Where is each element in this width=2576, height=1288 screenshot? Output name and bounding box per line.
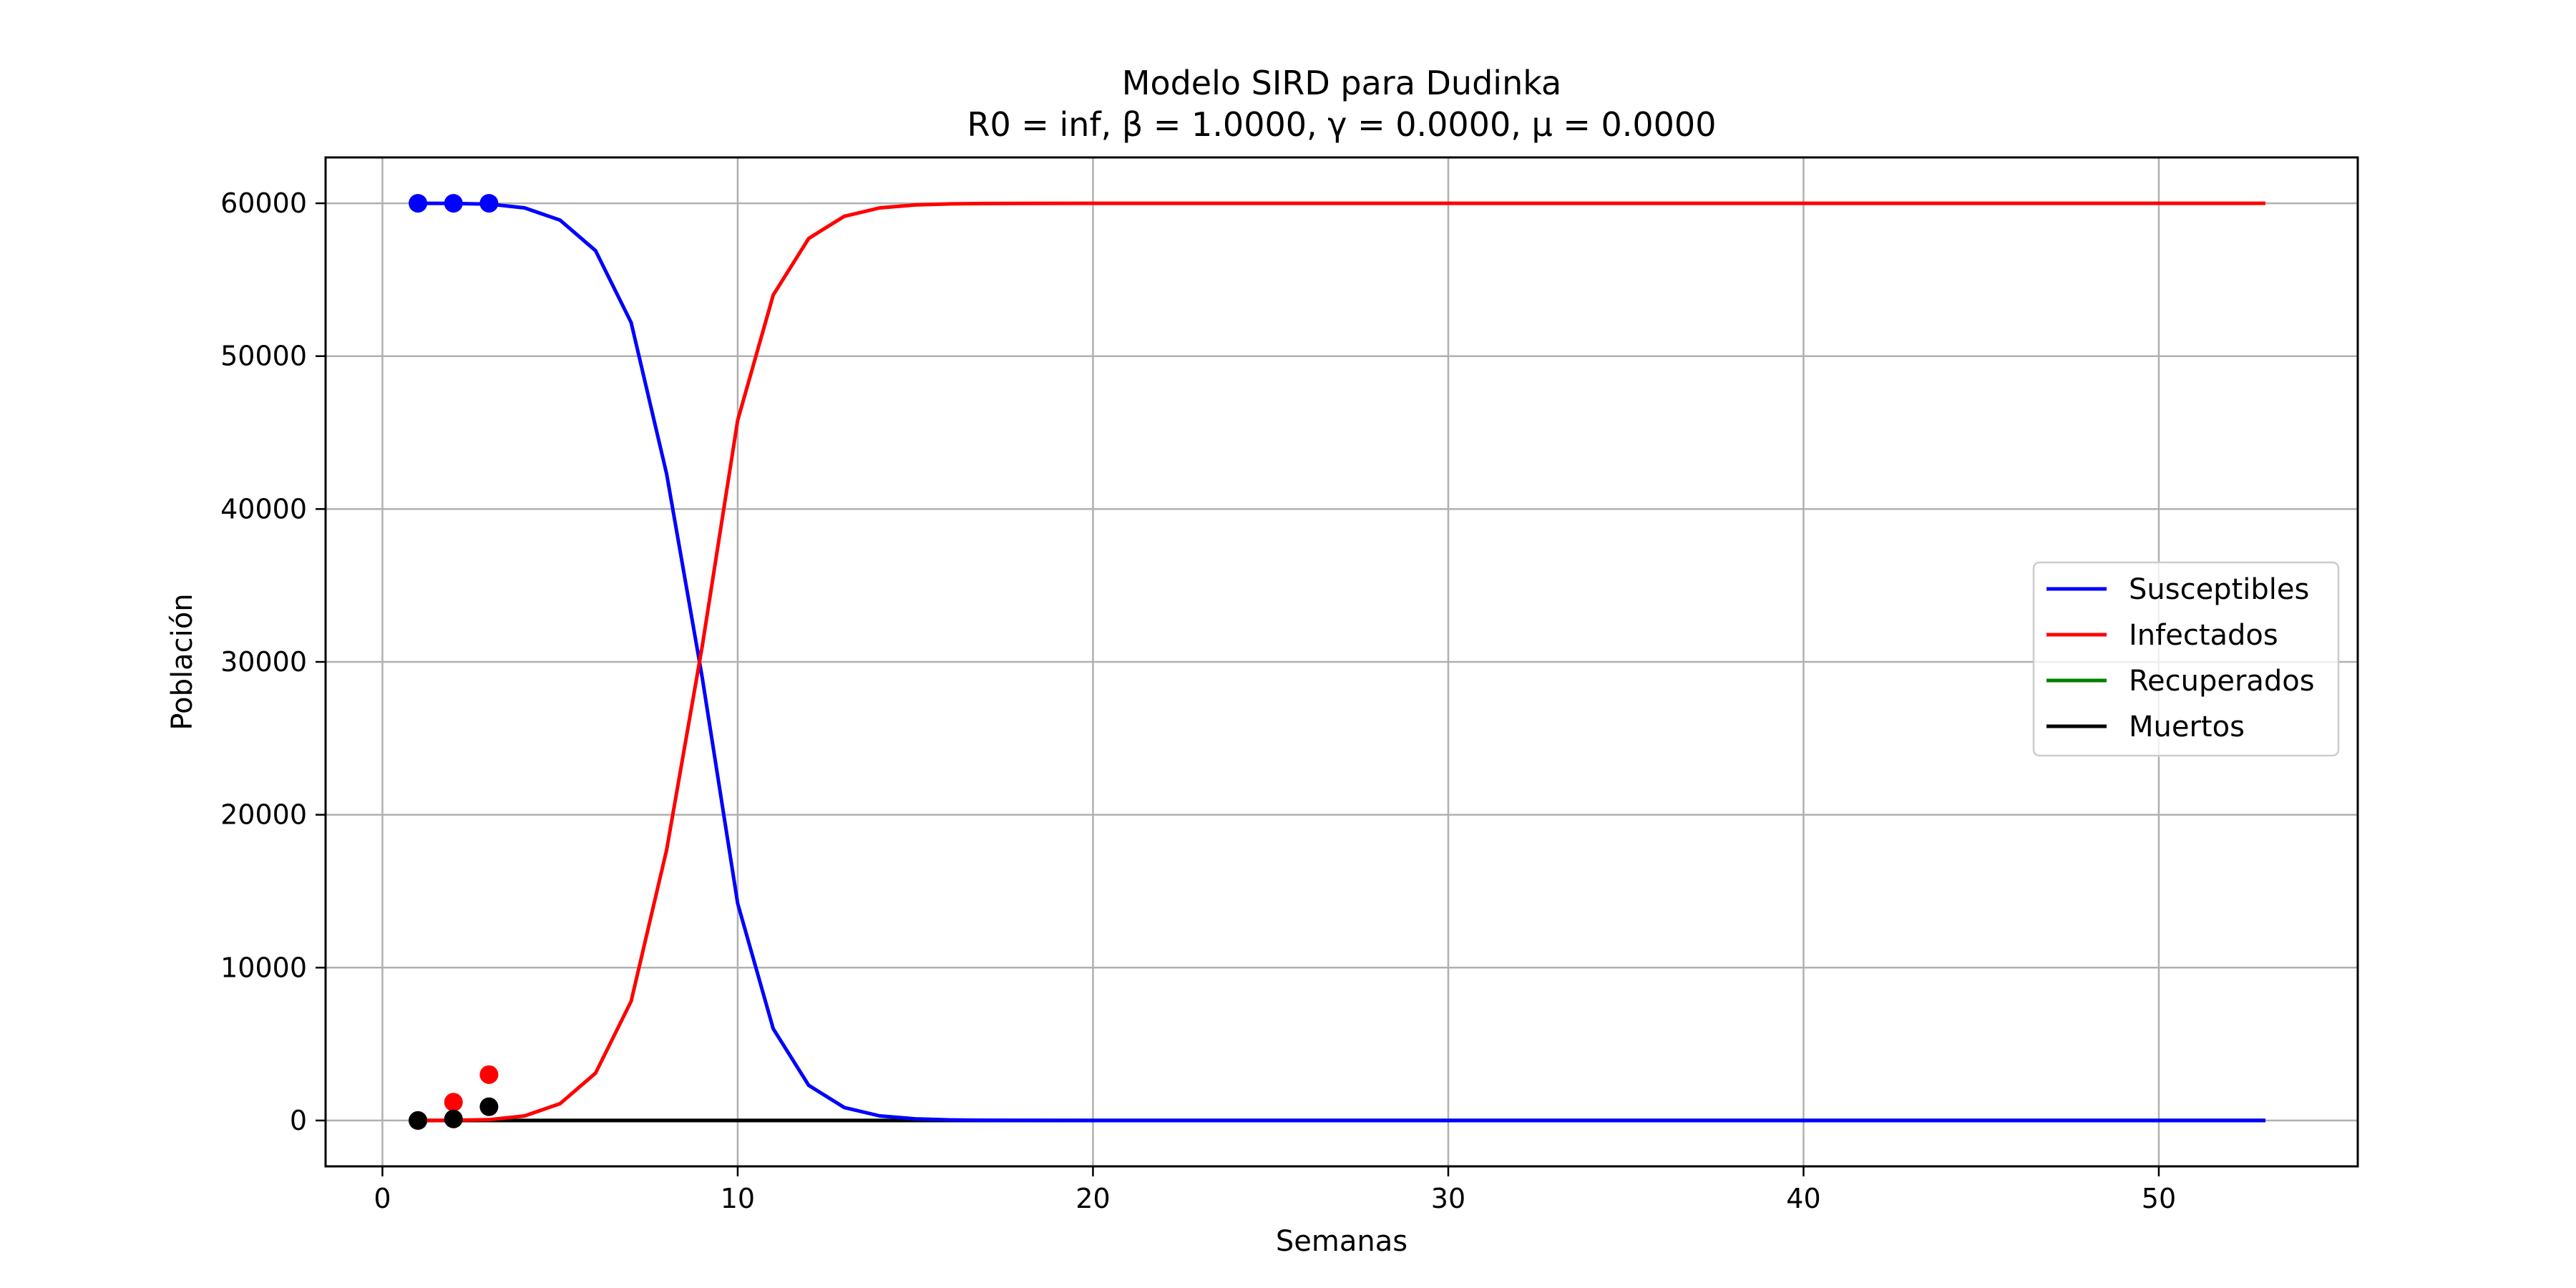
series-lines (418, 201, 2265, 1123)
x-axis-label: Semanas (1276, 1225, 1407, 1258)
x-tick-label: 10 (721, 1183, 755, 1214)
legend-label-susceptibles: Susceptibles (2129, 573, 2309, 606)
x-tick-label: 40 (1786, 1183, 1820, 1214)
observed-markers (409, 194, 499, 1130)
data-point-susceptibles (479, 194, 499, 213)
y-tick-label: 40000 (220, 493, 307, 525)
chart-title: Modelo SIRD para Dudinka (1122, 64, 1562, 102)
data-point-muertos (479, 1097, 499, 1116)
legend-label-recuperados: Recuperados (2129, 665, 2315, 698)
y-tick-label: 50000 (220, 341, 307, 372)
series-line-infectados (418, 201, 2265, 1123)
y-tick-label: 0 (290, 1105, 307, 1136)
data-point-infectados (444, 1093, 463, 1112)
y-axis-ticks: 0 10000 20000 30000 40000 50000 60000 (220, 187, 326, 1136)
x-tick-label: 0 (374, 1183, 391, 1214)
chart-subtitle: R0 = inf, β = 1.0000, γ = 0.0000, μ = 0.… (967, 105, 1717, 144)
legend-label-muertos: Muertos (2129, 711, 2245, 743)
y-tick-label: 10000 (220, 952, 307, 983)
y-tick-label: 60000 (220, 187, 307, 219)
data-point-susceptibles (409, 194, 428, 213)
x-axis-ticks: 0 10 20 30 40 50 (374, 1166, 2176, 1214)
legend: Susceptibles Infectados Recuperados Muer… (2032, 561, 2340, 757)
y-tick-label: 20000 (220, 799, 307, 831)
legend-label-infectados: Infectados (2129, 619, 2278, 652)
data-point-muertos (409, 1111, 428, 1130)
series-line-susceptibles (418, 201, 2265, 1123)
legend-box (2032, 561, 2340, 757)
y-tick-label: 30000 (220, 646, 307, 678)
x-tick-label: 30 (1431, 1183, 1465, 1214)
y-axis-label: Población (166, 593, 199, 730)
data-point-infectados (479, 1065, 499, 1084)
x-tick-label: 20 (1075, 1183, 1110, 1214)
data-point-muertos (444, 1109, 463, 1128)
x-tick-label: 50 (2142, 1183, 2176, 1214)
data-point-susceptibles (444, 194, 463, 213)
